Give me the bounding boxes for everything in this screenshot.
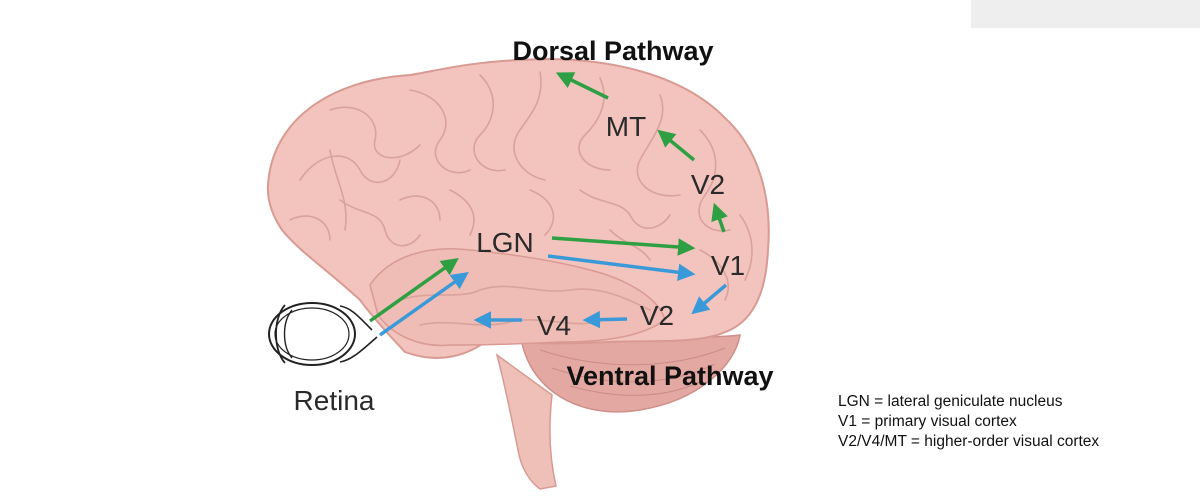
arrow-lgn-v1-ventral	[547, 254, 696, 281]
dorsal-pathway-label: Dorsal Pathway	[512, 36, 713, 66]
legend-item-v1: V1 = primary visual cortex	[838, 413, 1017, 430]
abbreviation-legend: LGN = lateral geniculate nucleus V1 = pr…	[838, 392, 1099, 452]
arrow-v1-v2-dorsal	[711, 202, 728, 233]
arrow-retina-lgn-ventral	[378, 271, 469, 337]
arrow-retina-lgn-dorsal	[368, 257, 459, 323]
corner-panel	[971, 0, 1200, 28]
lgn-label: LGN	[476, 227, 534, 258]
retina-label: Retina	[294, 385, 375, 416]
arrow-v2-v4	[582, 310, 628, 329]
legend-item-lgn: LGN = lateral geniculate nucleus	[838, 393, 1063, 410]
eye-icon	[268, 302, 378, 366]
arrow-lgn-v1-dorsal	[551, 236, 696, 256]
brain-folds	[289, 71, 753, 326]
arrow-mt-dorsal	[555, 72, 609, 100]
v2-ventral-label: V2	[640, 300, 674, 331]
cerebellum-folds	[539, 347, 726, 396]
brain-stem	[495, 353, 557, 490]
arrow-v2-mt	[657, 129, 696, 162]
v4-label: V4	[537, 310, 571, 341]
arrow-v1-v2-ventral	[691, 283, 728, 315]
mt-label: MT	[606, 111, 646, 142]
v2-dorsal-label: V2	[691, 169, 725, 200]
legend-item-higher-order: V2/V4/MT = higher-order visual cortex	[838, 433, 1100, 450]
v1-label: V1	[711, 250, 745, 281]
ventral-pathway-label: Ventral Pathway	[566, 361, 773, 391]
